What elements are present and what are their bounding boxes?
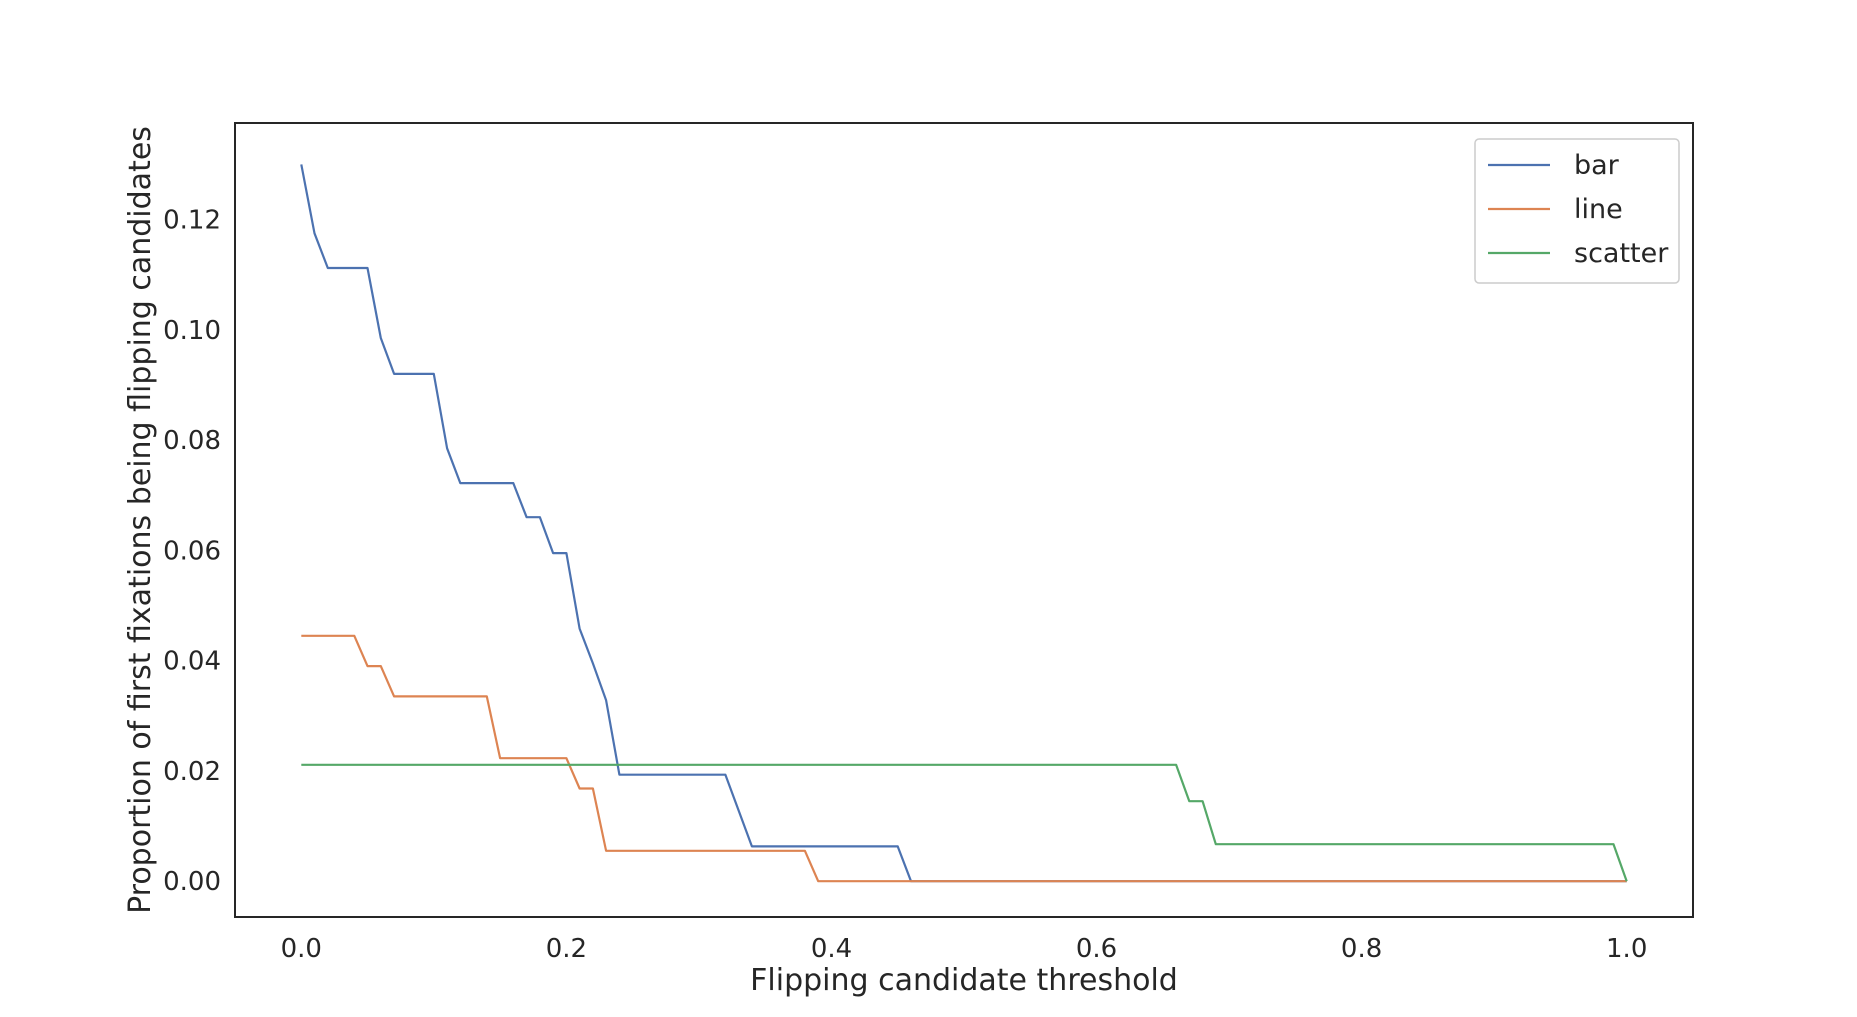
x-tick-label: 0.0	[281, 934, 322, 964]
legend-label-scatter: scatter	[1574, 238, 1669, 269]
legend-label-line: line	[1574, 194, 1623, 225]
y-tick-label: 0.00	[163, 867, 221, 897]
y-tick-labels: 0.00 0.02 0.04 0.06 0.08 0.10 0.12	[163, 206, 221, 898]
y-tick-label: 0.08	[163, 426, 221, 456]
y-tick-label: 0.06	[163, 536, 221, 566]
x-tick-label: 0.8	[1341, 934, 1382, 964]
plot-area	[234, 122, 1694, 918]
series-line-bar	[300, 164, 1627, 883]
x-tick-label: 0.2	[546, 934, 587, 964]
y-tick-label: 0.02	[163, 757, 221, 787]
x-tick-label: 0.4	[811, 934, 852, 964]
legend-items: bar line scatter	[1488, 150, 1669, 269]
y-tick-label: 0.04	[163, 647, 221, 677]
x-axis-label: Flipping candidate threshold	[750, 963, 1178, 998]
y-tick-label: 0.10	[163, 316, 221, 346]
legend: bar line scatter	[1474, 138, 1680, 284]
legend-label-bar: bar	[1574, 150, 1620, 181]
series-line-scatter	[301, 763, 1628, 882]
x-tick-label: 1.0	[1606, 934, 1647, 964]
x-tick-labels: 0.0 0.2 0.4 0.6 0.8 1.0	[281, 934, 1648, 964]
y-axis-label: Proportion of first fixations being flip…	[123, 126, 158, 914]
series-layer	[300, 164, 1628, 883]
x-tick-label: 0.6	[1076, 934, 1117, 964]
y-tick-label: 0.12	[163, 206, 221, 236]
legend-box	[1474, 138, 1680, 284]
series-line-line	[301, 634, 1627, 883]
